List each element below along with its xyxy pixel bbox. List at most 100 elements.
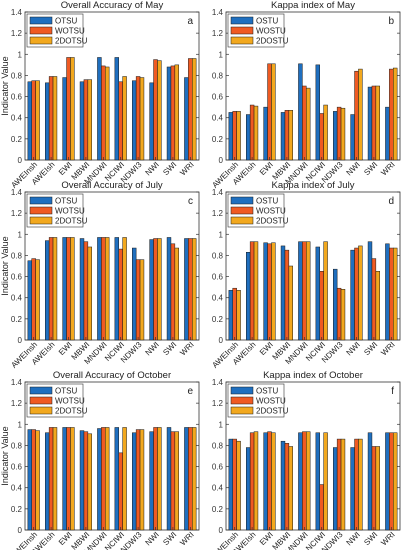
bar-ostu-ewi (263, 106, 268, 161)
y-tick-label: 0.4 (11, 114, 23, 123)
bar-otsu-aweish (45, 432, 50, 531)
bar-2dostu-mbwi (288, 446, 294, 531)
bar-2dotsu-aweinsh (35, 80, 40, 161)
bar-ostu-aweinsh (228, 438, 234, 531)
bar-wostu-swi (371, 85, 377, 161)
bar-wotsu-aweinsh (31, 258, 36, 341)
x-tick-label: WRI (178, 530, 195, 547)
bar-wostu-nciwi (319, 484, 324, 531)
legend-swatch (230, 386, 254, 395)
bar-2dotsu-wri (192, 58, 197, 161)
y-tick-label: 1.2 (212, 29, 224, 38)
y-tick-label: 1.4 (212, 188, 224, 197)
legend-label: WOSTU (256, 207, 286, 216)
chart-panel-a: Overall Accuracy of May a 0 0.2 0.4 0.6 0.8 1 1.… (0, 0, 200, 190)
y-tick-label: 0.8 (11, 441, 23, 450)
bar-ostu-nciwi (315, 432, 321, 531)
bar-otsu-wri (184, 427, 189, 531)
bar-2dostu-swi (375, 271, 381, 341)
y-tick-label: 0.8 (212, 441, 224, 450)
bar-wotsu-wri (188, 58, 193, 161)
y-tick-label: 0.6 (11, 273, 23, 282)
panel-letter: c (188, 196, 193, 207)
bar-2dostu-aweinsh (236, 111, 241, 161)
legend-swatch (230, 26, 254, 35)
bar-wostu-swi (371, 258, 377, 341)
bar-otsu-ewi (62, 77, 67, 161)
bar-wotsu-ewi (66, 237, 71, 341)
bar-ostu-ndwi3 (333, 447, 338, 531)
legend-swatch (29, 386, 53, 395)
y-tick-label: 0.6 (212, 463, 224, 472)
y-tick-label: 1.4 (11, 378, 23, 387)
bar-ostu-aweish (246, 252, 251, 341)
bar-wotsu-ndwi3 (135, 259, 141, 341)
y-tick-label: 0.4 (212, 114, 224, 123)
bar-ostu-nwi (350, 249, 355, 341)
bar-2dostu-aweish (253, 241, 259, 341)
y-tick-label: 1.2 (11, 209, 23, 218)
x-tick-label: SWI (161, 530, 178, 547)
y-tick-label: 0.4 (11, 294, 23, 303)
legend-swatch (230, 36, 254, 45)
bar-wostu-nwi (354, 247, 359, 341)
y-tick-label: 1.2 (212, 209, 224, 218)
bar-otsu-nciwi (114, 57, 119, 161)
bar-wotsu-mndwi (101, 427, 106, 531)
legend-swatch (230, 406, 254, 415)
chart-panel-c: Overall Accuracy of July c 0 0.2 0.4 0.6 0.8 1 1… (0, 180, 200, 370)
bar-wotsu-wri (188, 238, 193, 341)
panel-letter: a (187, 16, 193, 27)
bar-2dotsu-mbwi (87, 433, 92, 531)
bar-wostu-nciwi (319, 271, 324, 341)
y-tick-label: 0.6 (212, 93, 224, 102)
bar-2dostu-nciwi (323, 432, 328, 531)
bar-ostu-mndwi (298, 432, 303, 531)
bar-2dostu-wri (393, 247, 398, 341)
y-tick-label: 1 (219, 420, 224, 429)
bar-wostu-nwi (354, 438, 359, 531)
bar-wostu-mbwi (284, 110, 290, 161)
bar-otsu-ndwi3 (132, 432, 137, 531)
bar-2dostu-ndwi3 (340, 107, 346, 161)
y-tick-label: 1.4 (11, 188, 23, 197)
bar-ostu-mbwi (280, 112, 286, 161)
legend-swatch (230, 216, 254, 225)
bar-2dostu-aweish (253, 431, 259, 531)
y-tick-label: 0.2 (11, 505, 23, 514)
y-tick-label: 0 (18, 336, 23, 345)
chart-title: Overall Accuracy of May (61, 0, 164, 11)
y-tick-label: 0.6 (11, 463, 23, 472)
bar-wostu-ewi (267, 243, 272, 341)
y-tick-label: 0.2 (11, 315, 23, 324)
bar-wostu-mndwi (302, 431, 307, 531)
y-tick-label: 0 (18, 526, 23, 535)
legend-label: WOSTU (256, 27, 286, 36)
bar-2dotsu-wri (192, 427, 197, 531)
bar-2dostu-wri (393, 432, 398, 531)
y-tick-label: 0.2 (212, 505, 224, 514)
bar-wotsu-aweinsh (31, 429, 36, 531)
legend-label: WOTSU (55, 207, 85, 216)
legend-label: 2DOTSU (55, 407, 88, 416)
bar-otsu-wri (184, 77, 189, 161)
bar-2dotsu-nciwi (122, 237, 127, 341)
legend-label: OTSU (55, 387, 77, 396)
y-tick-label: 1 (219, 50, 224, 59)
x-tick-label: SWI (362, 160, 379, 177)
y-tick-label: 0.8 (11, 71, 23, 80)
bar-2dotsu-nwi (157, 238, 162, 341)
bar-2dostu-swi (375, 446, 381, 531)
bar-ostu-ewi (263, 432, 268, 531)
bar-ostu-swi (367, 432, 373, 531)
bar-wostu-mndwi (302, 241, 307, 341)
bar-wotsu-mbwi (83, 431, 89, 531)
y-tick-label: 0.6 (212, 273, 224, 282)
chart-title: Overall Accuracy of October (53, 370, 171, 381)
bar-ostu-mbwi (280, 440, 286, 531)
bar-2dostu-mbwi (288, 110, 294, 161)
bar-wostu-ndwi3 (336, 106, 342, 161)
x-tick-label: WRI (178, 340, 195, 357)
bar-ostu-wri (385, 106, 390, 161)
bar-ostu-wri (385, 243, 390, 341)
